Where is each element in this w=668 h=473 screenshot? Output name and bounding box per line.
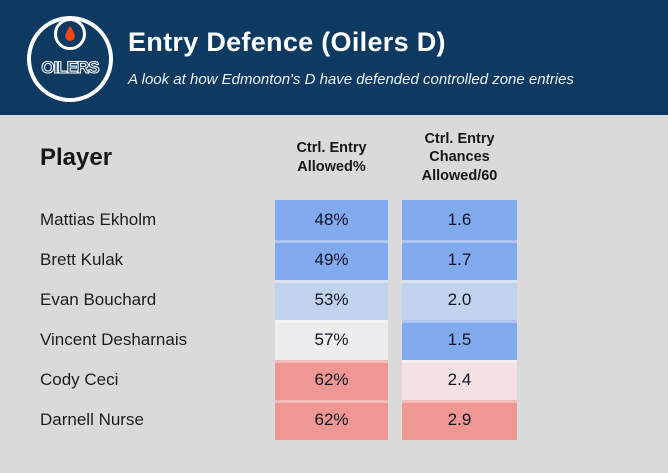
player-name: Brett Kulak [40,250,124,269]
page-title: Entry Defence (Oilers D) [128,27,446,57]
table-row: Darnell Nurse 62% 2.9 [0,400,668,440]
player-name: Cody Ceci [40,370,119,389]
ctrl-entry-allowed-cell: 57% [275,320,388,360]
oil-drop-icon [54,18,86,50]
ctrl-entry-chances-cell: 2.4 [402,360,517,400]
player-name: Darnell Nurse [40,410,144,429]
ctrl-entry-chances-cell: 1.7 [402,240,517,280]
column-header-ctrl-entry-chances: Ctrl. Entry Chances Allowed/60 [421,131,498,184]
player-name: Vincent Desharnais [40,330,188,349]
ctrl-entry-chances-cell: 2.9 [402,400,517,440]
table-row: Cody Ceci 62% 2.4 [0,360,668,400]
oilers-logo: OILERS [27,16,113,102]
card-header: OILERS Entry Defence (Oilers D) A look a… [0,0,668,115]
table-row: Brett Kulak 49% 1.7 [0,240,668,280]
table-row: Vincent Desharnais 57% 1.5 [0,320,668,360]
ctrl-entry-allowed-cell: 48% [275,200,388,240]
table-row: Evan Bouchard 53% 2.0 [0,280,668,320]
player-name: Evan Bouchard [40,290,157,309]
table-row: Mattias Ekholm 48% 1.6 [0,200,668,240]
ctrl-entry-chances-cell: 1.5 [402,320,517,360]
player-name: Mattias Ekholm [40,210,157,229]
oilers-logo-wordmark: OILERS [41,58,100,78]
ctrl-entry-allowed-cell: 53% [275,280,388,320]
ctrl-entry-allowed-cell: 49% [275,240,388,280]
column-header-player: Player [40,143,113,171]
page-subtitle: A look at how Edmonton's D have defended… [128,71,574,88]
ctrl-entry-chances-cell: 2.0 [402,280,517,320]
column-header-ctrl-entry-allowed: Ctrl. Entry Allowed% [296,140,367,175]
ctrl-entry-chances-cell: 1.6 [402,200,517,240]
ctrl-entry-allowed-cell: 62% [275,360,388,400]
ctrl-entry-allowed-cell: 62% [275,400,388,440]
